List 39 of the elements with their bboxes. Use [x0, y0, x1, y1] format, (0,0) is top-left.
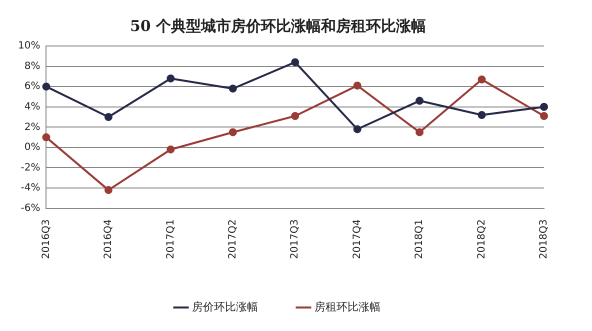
- y-tick-label: 2%: [24, 122, 40, 133]
- point: [104, 113, 112, 122]
- point: [228, 84, 237, 93]
- x-tick-label: 2017Q1: [165, 219, 176, 260]
- y-tick-label: 10%: [18, 40, 40, 52]
- point: [42, 82, 50, 91]
- x-tick-label: 2018Q3: [538, 219, 550, 260]
- y-tick-label: -4%: [20, 182, 40, 194]
- y-tick-label: -6%: [20, 202, 40, 214]
- x-tick-label: 2016Q4: [103, 219, 114, 260]
- point: [540, 102, 548, 111]
- y-tick-label: -2%: [20, 162, 40, 174]
- point: [416, 96, 424, 105]
- legend-label: 房价环比涨幅: [192, 300, 258, 314]
- y-tick-label: 6%: [24, 81, 40, 92]
- point: [166, 145, 175, 154]
- x-tick-label: 2018Q2: [476, 219, 488, 260]
- legend-label: 房租环比涨幅: [314, 300, 380, 314]
- x-tick-label: 2017Q2: [227, 219, 238, 260]
- point: [478, 75, 486, 84]
- point: [291, 58, 300, 66]
- x-tick-label: 2018Q1: [414, 219, 426, 260]
- x-tick-label: 2017Q4: [352, 219, 363, 260]
- point: [104, 186, 112, 194]
- point: [42, 133, 50, 142]
- point: [478, 110, 486, 119]
- x-tick-label: 2016Q3: [40, 219, 52, 260]
- y-tick-label: 8%: [24, 60, 40, 72]
- point: [291, 112, 300, 120]
- point: [416, 128, 424, 136]
- point: [353, 82, 362, 90]
- y-tick-label: 0%: [24, 142, 40, 154]
- x-tick-label: 2017Q3: [290, 219, 301, 260]
- y-tick-label: 4%: [24, 101, 40, 112]
- chart-title: 50 个典型城市房价环比涨幅和房租环比涨幅: [130, 16, 426, 35]
- point: [228, 128, 237, 136]
- point: [353, 125, 362, 134]
- point: [166, 74, 175, 82]
- point: [540, 112, 548, 120]
